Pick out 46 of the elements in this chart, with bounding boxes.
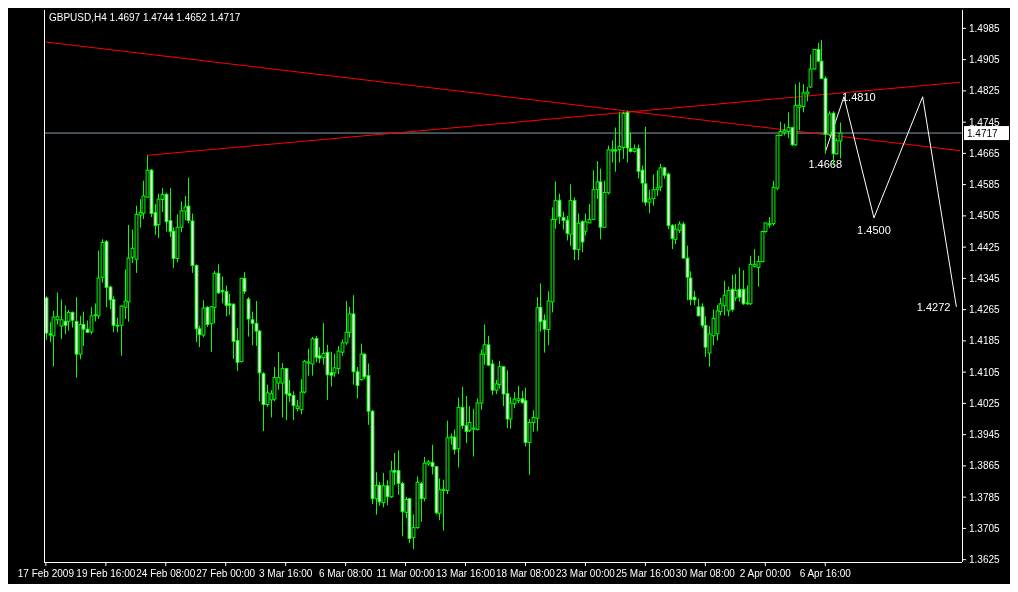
y-tick-label: 1.4345 [969, 272, 1001, 284]
ref-line-label: 1.4717 [967, 127, 999, 139]
data-label: 1.4500 [857, 223, 891, 236]
y-tick-label: 1.3945 [969, 429, 1001, 441]
y-tick-label: 1.4825 [969, 85, 1001, 97]
candlestick [741, 269, 746, 306]
x-tick-label: 2 Apr 00:00 [739, 568, 792, 579]
y-tick-label: 1.4025 [969, 397, 1001, 409]
data-label: 1.4272 [916, 300, 951, 313]
candlestick [508, 396, 513, 430]
y-tick-label: 1.4105 [969, 366, 1001, 378]
x-tick-label: 17 Feb 2009 [17, 568, 75, 579]
y-tick-label: 1.3785 [969, 491, 1001, 503]
y-tick-label: 1.3705 [969, 522, 1001, 534]
x-tick-label: 6 Mar 08:00 [318, 568, 373, 579]
y-tick-label: 1.4745 [969, 116, 1001, 128]
x-tick-label: 24 Feb 08:00 [136, 568, 196, 579]
x-tick-label: 23 Mar 00:00 [555, 568, 616, 579]
chart-title: GBPUSD,H4 1.4697 1.4744 1.4652 1.4717 [49, 12, 241, 23]
candlestick [63, 304, 68, 335]
candlestick [673, 223, 678, 245]
data-label: 1.4810 [841, 90, 876, 103]
y-tick-label: 1.4905 [969, 54, 1001, 66]
candlestick [329, 351, 334, 388]
candlestick [381, 472, 386, 508]
y-tick-label: 1.3625 [969, 554, 1001, 566]
x-tick-label: 25 Mar 16:00 [615, 568, 676, 579]
y-tick-label: 1.4425 [969, 241, 1001, 253]
x-tick-label: 30 Mar 08:00 [675, 568, 736, 579]
y-tick-label: 1.4985 [969, 22, 1001, 34]
x-tick-label: 18 Mar 08:00 [496, 568, 556, 579]
data-label: 1.4668 [808, 158, 843, 171]
candlestick [730, 274, 735, 313]
x-tick-label: 3 Mar 16:00 [258, 568, 313, 579]
x-tick-label: 13 Mar 16:00 [436, 568, 496, 579]
y-tick-label: 1.4265 [969, 304, 1001, 316]
x-tick-label: 19 Feb 16:00 [76, 568, 136, 579]
y-tick-label: 1.4585 [969, 179, 1001, 191]
y-tick-label: 1.4185 [969, 335, 1001, 347]
y-tick-label: 1.4665 [969, 147, 1001, 159]
candlestick [737, 266, 742, 303]
x-tick-label: 6 Apr 16:00 [799, 568, 852, 579]
x-tick-label: 27 Feb 00:00 [196, 568, 256, 579]
x-tick-label: 11 Mar 00:00 [376, 568, 436, 579]
y-tick-label: 1.4505 [969, 210, 1001, 222]
y-tick-label: 1.3865 [969, 460, 1001, 472]
